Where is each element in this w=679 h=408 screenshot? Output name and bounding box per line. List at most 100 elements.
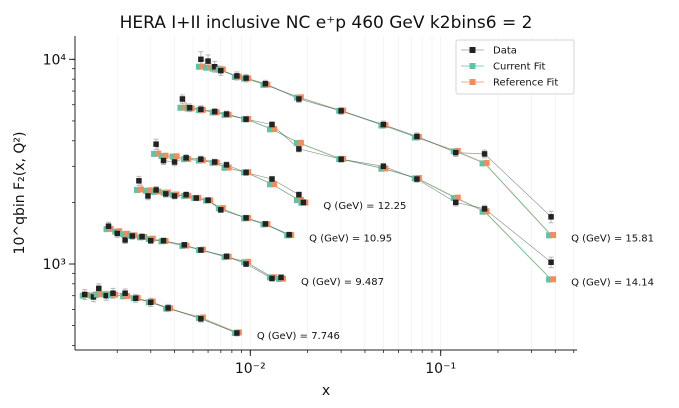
data-marker [262, 221, 269, 227]
data-marker [81, 291, 88, 298]
current-line [138, 189, 290, 236]
data-marker [380, 121, 387, 128]
reference-fit-marker [173, 153, 180, 160]
data-marker [171, 159, 178, 165]
data-marker [211, 159, 218, 165]
y-axis-label: 10^qbin F₂(x, Q²) [12, 132, 28, 255]
legend-reference-fit-label: Reference Fit [493, 78, 558, 89]
data-marker [243, 261, 249, 267]
data-marker [181, 242, 188, 248]
bin-group [79, 283, 242, 337]
current-fit-marker [177, 104, 184, 111]
data-marker [186, 104, 193, 111]
data-marker [148, 299, 154, 306]
reference-fit-marker [199, 63, 206, 70]
legend-current-fit-label: Current Fit [493, 62, 546, 73]
reference-fit-marker [181, 104, 188, 111]
current-fit-marker [293, 197, 300, 204]
reference-fit-marker [270, 181, 277, 188]
data-marker [300, 199, 307, 206]
reference-line [182, 107, 552, 280]
current-fit-marker [293, 140, 300, 147]
data-marker [269, 121, 275, 128]
data-marker [132, 295, 139, 302]
data-marker [165, 305, 171, 311]
bin-group [177, 94, 557, 283]
current-fit-marker [142, 187, 149, 194]
data-marker [548, 214, 554, 220]
data-marker [481, 151, 488, 157]
data-marker [296, 191, 302, 198]
current-fit-marker [120, 231, 127, 238]
data-marker [211, 108, 218, 115]
data-marker [548, 259, 554, 265]
data-marker [218, 207, 224, 213]
data-marker [110, 290, 116, 296]
data-marker [278, 274, 284, 281]
bin-label: Q (GeV) = 14.14 [571, 277, 654, 288]
current-line [182, 107, 552, 280]
reference-fit-marker [124, 230, 131, 237]
data-marker [205, 58, 211, 64]
current-fit-marker [151, 150, 158, 157]
bin-label: Q (GeV) = 15.81 [571, 233, 654, 244]
legend: Data Current Fit Reference Fit [455, 39, 575, 95]
data-marker [198, 316, 204, 322]
data-marker [243, 116, 249, 122]
data-marker [234, 330, 240, 336]
y-tick-label: 10⁴ [43, 52, 67, 68]
current-fit-marker [120, 293, 127, 300]
data-marker [160, 157, 167, 164]
bin-label: Q (GeV) = 10.95 [309, 233, 392, 244]
current-fit-marker [479, 160, 486, 167]
data-marker [269, 275, 275, 282]
data-marker [380, 163, 387, 170]
data-marker [136, 178, 142, 184]
current-fit-marker [479, 208, 486, 215]
current-fit-marker [169, 153, 176, 160]
data-marker [262, 80, 269, 87]
data-marker [163, 191, 169, 197]
legend-data-marker [469, 47, 476, 53]
current-fit-marker [103, 226, 110, 233]
axes-layer [74, 36, 577, 351]
data-marker [171, 193, 178, 199]
current-fit-marker [203, 64, 210, 71]
reference-fit-marker [97, 291, 104, 298]
data-marker [183, 155, 189, 161]
reference-fit-marker [124, 292, 131, 299]
data-marker [114, 230, 120, 237]
reference-fit-marker [146, 187, 153, 194]
data-marker [153, 187, 159, 193]
data-marker [145, 193, 151, 199]
data-marker [223, 162, 230, 168]
data-marker [198, 247, 204, 253]
reference-fit-marker [270, 126, 277, 133]
reference-line [138, 189, 290, 236]
bin-group [151, 138, 309, 206]
reference-fit-marker [550, 232, 557, 239]
data-marker [198, 106, 204, 113]
current-fit-marker [266, 126, 273, 133]
annotation-layer: Q (GeV) = 7.746 Q (GeV) = 9.487 Q (GeV) = … [257, 201, 654, 342]
x-axis-label: x [322, 383, 330, 399]
reference-fit-marker [454, 194, 461, 201]
data-marker [122, 237, 128, 243]
data-marker [481, 206, 488, 212]
bin-group [103, 221, 287, 282]
data-marker [103, 292, 109, 299]
reference-fit-marker [155, 150, 162, 157]
legend-box [455, 39, 575, 95]
legend-reference-fit-marker [469, 79, 476, 85]
x-tick-label: 10⁻² [235, 361, 266, 377]
data-marker [193, 195, 199, 201]
data-marker [148, 237, 154, 244]
data-marker [183, 191, 189, 198]
bin-group [195, 51, 557, 239]
data-marker [198, 156, 204, 162]
current-fit-marker [195, 63, 202, 70]
data-marker [218, 67, 224, 74]
current-fit-marker [221, 164, 228, 171]
current-fit-marker [266, 181, 273, 188]
